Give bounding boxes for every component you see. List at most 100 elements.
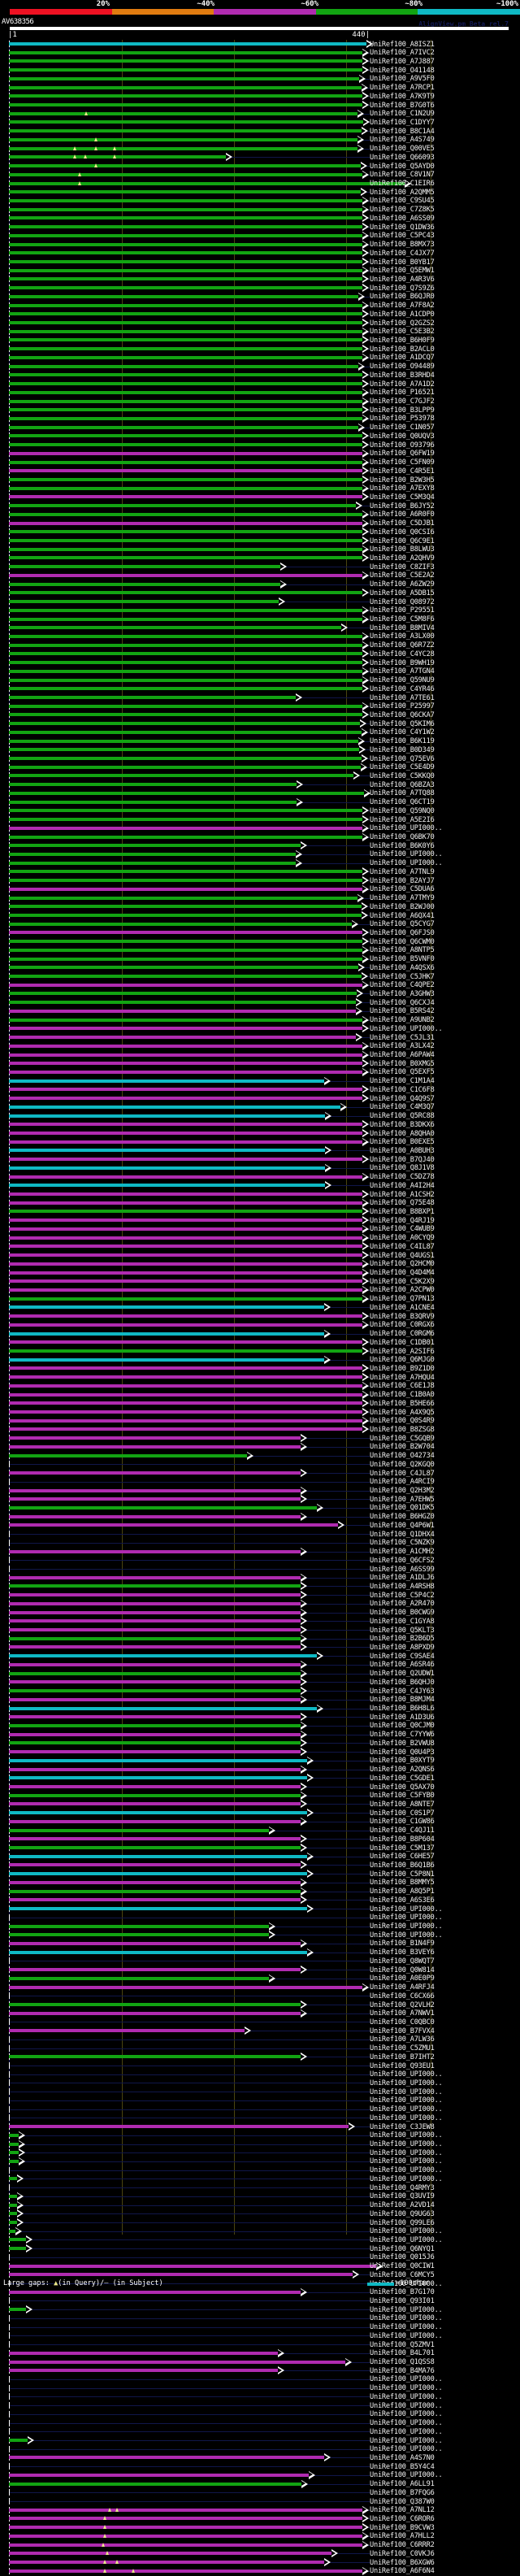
hit-row[interactable]: UniRef100_A7EXY8 — [0, 484, 520, 493]
hit-label[interactable]: UniRef100_C5FN09 — [370, 458, 435, 467]
hit-row[interactable]: UniRef100_Q0W814 — [0, 1966, 520, 1974]
hit-bar[interactable] — [9, 190, 361, 194]
hit-bar[interactable] — [9, 870, 362, 874]
hit-bar[interactable] — [9, 565, 281, 569]
hit-bar[interactable] — [9, 1575, 301, 1579]
hit-label[interactable]: UniRef100_B8MIV4 — [370, 623, 435, 632]
hit-label[interactable]: UniRef100_UPI000.. — [370, 1905, 443, 1914]
hit-bar[interactable] — [9, 85, 362, 89]
hit-row[interactable]: UniRef100_UPI000.. — [0, 2323, 520, 2332]
hit-row[interactable]: UniRef100_C5DJB1 — [0, 519, 520, 528]
hit-row[interactable]: UniRef100_UPI000.. — [0, 849, 520, 859]
hit-bar[interactable] — [9, 1140, 362, 1144]
hit-bar[interactable] — [9, 652, 362, 656]
hit-bar[interactable] — [9, 1279, 362, 1284]
hit-label[interactable]: UniRef100_UPI000.. — [370, 850, 443, 859]
hit-label[interactable]: UniRef100_B3VEY6 — [370, 1948, 435, 1957]
hit-label[interactable]: UniRef100_A6QX41 — [370, 911, 435, 920]
hit-row[interactable]: UniRef100_C5P8N1 — [0, 1870, 520, 1879]
hit-row[interactable]: UniRef100_A7K9T9 — [0, 92, 520, 101]
hit-label[interactable]: UniRef100_A4R3V6 — [370, 275, 435, 284]
hit-bar[interactable] — [9, 643, 362, 647]
hit-bar[interactable] — [9, 1828, 269, 1832]
hit-row[interactable]: UniRef100_Q4P6W1 — [0, 1521, 520, 1530]
hit-bar[interactable] — [9, 1976, 269, 1980]
hit-label[interactable]: UniRef100_Q5CYG7 — [370, 920, 435, 929]
hit-row[interactable]: UniRef100_A4QSX6 — [0, 963, 520, 972]
hit-label[interactable]: UniRef100_Q7S9Z6 — [370, 284, 435, 293]
hit-bar[interactable] — [9, 626, 341, 630]
hit-row[interactable]: UniRef100_Q6BZA3 — [0, 780, 520, 789]
hit-row[interactable]: UniRef100_B2AYJ7 — [0, 876, 520, 885]
hit-row[interactable]: UniRef100_A1D3U6 — [0, 1713, 520, 1722]
hit-label[interactable]: UniRef100_C1GW86 — [370, 1818, 435, 1827]
hit-bar[interactable] — [9, 2473, 310, 2477]
hit-row[interactable]: UniRef100_C7GJF2 — [0, 397, 520, 406]
hit-bar[interactable] — [9, 355, 362, 359]
hit-row[interactable]: UniRef100_Q4UGS1 — [0, 1251, 520, 1260]
hit-row[interactable]: UniRef100_A4RCI9 — [0, 1478, 520, 1487]
hit-bar[interactable] — [9, 696, 297, 699]
hit-row[interactable]: UniRef100_B1N4F9 — [0, 1939, 520, 1948]
hit-row[interactable]: UniRef100_P25997 — [0, 702, 520, 711]
hit-row[interactable]: UniRef100_A6SS99 — [0, 1565, 520, 1574]
hit-row[interactable]: UniRef100_A7IVC2 — [0, 48, 520, 58]
hit-row[interactable]: UniRef100_B6XGW6 — [0, 2558, 520, 2567]
hit-row[interactable]: UniRef100_Q6R7Z2 — [0, 641, 520, 650]
hit-bar[interactable] — [9, 2534, 362, 2538]
hit-label[interactable]: UniRef100_B2ACL0 — [370, 345, 435, 354]
hit-label[interactable]: UniRef100_A6R0F0 — [370, 510, 435, 519]
hit-row[interactable]: UniRef100_A6SR46 — [0, 1660, 520, 1670]
hit-label[interactable]: UniRef100_Q5EXF5 — [370, 1068, 435, 1077]
hit-label[interactable]: UniRef100_Q5ZMV1 — [370, 2340, 435, 2349]
hit-label[interactable]: UniRef100_Q08972 — [370, 597, 435, 606]
hit-bar[interactable] — [9, 364, 358, 368]
hit-label[interactable]: UniRef100_Q4RJ19 — [370, 1216, 435, 1225]
hit-label[interactable]: UniRef100_Q6CWM0 — [370, 937, 435, 946]
hit-row[interactable]: UniRef100_B6K0Y6 — [0, 841, 520, 850]
hit-label[interactable]: UniRef100_O94489 — [370, 363, 435, 371]
hit-bar[interactable] — [9, 809, 362, 813]
hit-row[interactable]: UniRef100_A6R0F0 — [0, 510, 520, 519]
hit-row[interactable]: UniRef100_A8Q5P1 — [0, 1887, 520, 1896]
hit-label[interactable]: UniRef100_A7EHW5 — [370, 1495, 435, 1504]
hit-bar[interactable] — [9, 966, 358, 970]
hit-row[interactable]: UniRef100_Q1DHX4 — [0, 1530, 520, 1539]
hit-label[interactable]: UniRef100_C1M1A4 — [370, 1077, 435, 1086]
hit-bar[interactable] — [9, 1880, 301, 1884]
hit-label[interactable]: UniRef100_UPI000.. — [370, 2131, 443, 2140]
hit-row[interactable]: UniRef100_B4L701 — [0, 2348, 520, 2358]
hit-label[interactable]: UniRef100_B0XMG5 — [370, 1059, 435, 1068]
hit-row[interactable]: UniRef100_B0EXE5 — [0, 1137, 520, 1147]
hit-bar[interactable] — [9, 443, 362, 447]
hit-bar[interactable] — [9, 975, 362, 979]
hit-label[interactable]: UniRef100_P25997 — [370, 702, 435, 711]
hit-row[interactable]: UniRef100_A5E2I6 — [0, 815, 520, 824]
hit-bar[interactable] — [9, 2229, 16, 2233]
hit-label[interactable]: UniRef100_Q2KGQ0 — [370, 1460, 435, 1469]
hit-label[interactable]: UniRef100_UPI000.. — [370, 2174, 443, 2183]
hit-label[interactable]: UniRef100_Q6C9E1 — [370, 536, 435, 545]
hit-label[interactable]: UniRef100_B7FQG6 — [370, 2488, 435, 2497]
hit-row[interactable]: UniRef100_B2W3H5 — [0, 476, 520, 484]
hit-row[interactable]: UniRef100_B0XYT9 — [0, 1756, 520, 1766]
hit-bar[interactable] — [9, 347, 362, 351]
hit-bar[interactable] — [9, 1427, 362, 1431]
hit-label[interactable]: UniRef100_C5PC43 — [370, 232, 435, 241]
hit-bar[interactable] — [9, 50, 362, 54]
hit-bar[interactable] — [9, 748, 359, 752]
hit-row[interactable]: UniRef100_UPI000.. — [0, 1914, 520, 1922]
hit-bar[interactable] — [9, 268, 362, 272]
hit-bar[interactable] — [9, 1401, 362, 1405]
hit-bar[interactable] — [9, 2029, 245, 2033]
hit-bar[interactable] — [9, 1297, 362, 1301]
hit-row[interactable]: UniRef100_Q0UQV3 — [0, 432, 520, 441]
hit-bar[interactable] — [9, 1132, 362, 1135]
hit-bar[interactable] — [9, 852, 297, 856]
hit-bar[interactable] — [9, 94, 362, 98]
hit-label[interactable]: UniRef100_Q4D4M4 — [370, 1269, 435, 1278]
hit-label[interactable]: UniRef100_A9UNB2 — [370, 1016, 435, 1025]
hit-row[interactable]: UniRef100_UPI000.. — [0, 2148, 520, 2157]
hit-bar[interactable] — [9, 1636, 301, 1640]
hit-label[interactable]: UniRef100_A4RFJ4 — [370, 1983, 435, 1992]
